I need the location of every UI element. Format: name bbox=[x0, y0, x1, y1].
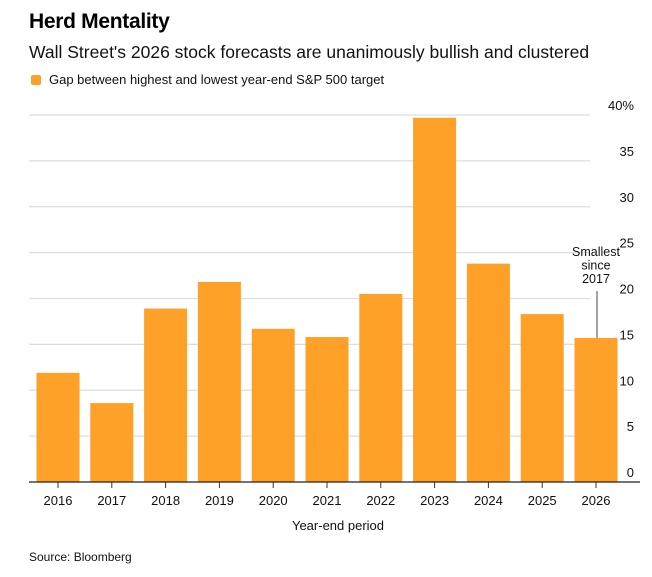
legend-label: Gap between highest and lowest year-end … bbox=[49, 72, 385, 87]
annotation-text: since bbox=[581, 259, 610, 273]
bar-2023 bbox=[413, 117, 457, 482]
bar-2020 bbox=[251, 328, 295, 482]
y-tick-label: 20 bbox=[620, 282, 634, 297]
annotation-text: Smallest bbox=[572, 245, 620, 259]
x-axis: 2016 2017 2018 2019 2020 2021 2022 2023 2024 2025… bbox=[29, 481, 640, 508]
bar-2016 bbox=[36, 372, 80, 482]
x-tick-label: 2026 bbox=[582, 493, 611, 508]
x-tick-label: 2024 bbox=[474, 493, 503, 508]
bar-2025 bbox=[520, 314, 564, 482]
y-tick-label: 25 bbox=[620, 236, 634, 251]
bar-2017 bbox=[90, 403, 134, 482]
y-tick-label: 40% bbox=[608, 98, 634, 113]
bar-2024 bbox=[466, 263, 510, 482]
x-tick-label: 2018 bbox=[151, 493, 180, 508]
x-tick-label: 2016 bbox=[44, 493, 73, 508]
y-tick-label: 15 bbox=[620, 327, 634, 342]
legend: Gap between highest and lowest year-end … bbox=[31, 72, 384, 87]
x-axis-label: Year-end period bbox=[292, 518, 384, 533]
bar-2026 bbox=[574, 337, 618, 482]
bar-2018 bbox=[144, 308, 188, 482]
y-tick-label: 10 bbox=[620, 373, 634, 388]
y-tick-label: 0 bbox=[627, 465, 634, 480]
x-tick-label: 2025 bbox=[528, 493, 557, 508]
x-tick-label: 2020 bbox=[259, 493, 288, 508]
x-tick-label: 2022 bbox=[366, 493, 395, 508]
bar-2021 bbox=[305, 337, 349, 482]
legend-swatch bbox=[31, 74, 41, 85]
x-tick-label: 2021 bbox=[313, 493, 342, 508]
chart-subtitle: Wall Street's 2026 stock forecasts are u… bbox=[29, 42, 590, 62]
y-tick-label: 5 bbox=[627, 419, 634, 434]
x-tick-label: 2023 bbox=[420, 493, 449, 508]
x-tick-label: 2017 bbox=[97, 493, 126, 508]
y-tick-label: 30 bbox=[620, 190, 634, 205]
x-tick-label: 2019 bbox=[205, 493, 234, 508]
bar-2022 bbox=[359, 293, 403, 482]
y-axis-ticks: 0 5 10 15 20 25 30 35 40% bbox=[608, 98, 634, 480]
bars bbox=[36, 117, 618, 482]
annotation-text: 2017 bbox=[582, 272, 610, 286]
chart-title: Herd Mentality bbox=[29, 10, 170, 33]
source-note: Source: Bloomberg bbox=[29, 550, 132, 564]
y-tick-label: 35 bbox=[620, 144, 634, 159]
bar-2019 bbox=[197, 281, 241, 482]
